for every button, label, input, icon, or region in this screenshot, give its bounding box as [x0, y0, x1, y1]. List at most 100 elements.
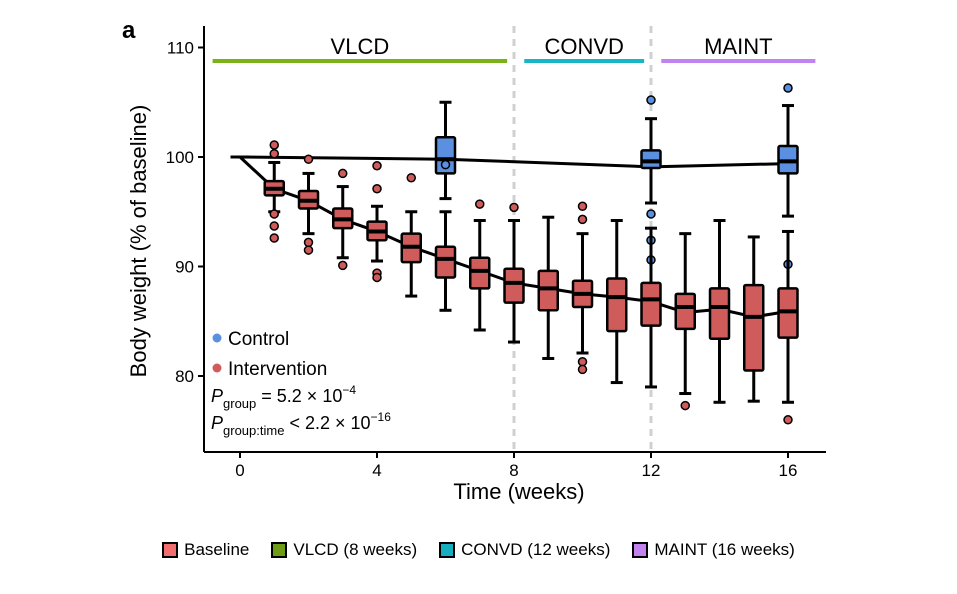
bottom-legend-item-vlcd: VLCD (8 weeks)	[271, 540, 417, 560]
box-outlier	[269, 209, 279, 219]
box-outlier	[303, 245, 314, 255]
y-tick-label: 90	[175, 258, 194, 277]
box-iqr	[708, 287, 731, 341]
axes: 80 90 100 110 0 4 8 12 16	[166, 26, 826, 480]
legend-label-intervention: Intervention	[228, 359, 327, 380]
box-outlier	[440, 159, 451, 170]
legend-dot-control	[212, 333, 222, 343]
box-outlier	[372, 161, 382, 171]
box-control-week-16	[777, 83, 799, 270]
box-intervention-week-8	[503, 202, 525, 344]
stats-annotation: Pgroup = 5.2 × 10−4 Pgroup:time < 2.2 × …	[211, 383, 391, 438]
y-tick-label: 100	[166, 148, 194, 167]
box-outlier	[783, 83, 793, 93]
x-tick-label: 16	[779, 461, 798, 480]
bottom-legend-label: MAINT (16 weeks)	[654, 540, 795, 559]
box-outlier	[303, 237, 314, 248]
box-intervention-week-3	[332, 168, 354, 271]
box-intervention-week-4	[366, 161, 388, 283]
box-outlier	[475, 199, 485, 209]
phase-label-maint: MAINT	[704, 34, 772, 59]
box-control-week-6	[434, 100, 457, 201]
p-time-sym: P	[211, 413, 223, 433]
p-group-val: = 5.2 × 10	[256, 386, 342, 406]
box-outlier	[338, 168, 348, 179]
box-iqr	[434, 245, 457, 279]
box-outlier	[269, 221, 279, 231]
panel-label: a	[122, 17, 136, 44]
box-intervention-week-16	[777, 229, 799, 425]
vlcd-swatch	[271, 542, 288, 558]
y-tick-label: 110	[167, 39, 194, 58]
box-intervention-week-1	[263, 140, 285, 243]
box-outlier	[646, 209, 656, 219]
box-intervention-week-7	[469, 199, 491, 332]
box-outlier	[269, 140, 279, 150]
maint-swatch	[632, 542, 649, 558]
phase-bars: VLCD CONVD MAINT	[212, 34, 816, 63]
box-outlier	[646, 95, 656, 105]
p-time-sub: group:time	[223, 423, 284, 438]
box-outlier	[303, 154, 314, 164]
boxplots	[230, 83, 799, 425]
mean-line-control	[239, 155, 789, 169]
box-intervention-week-14	[708, 219, 731, 404]
p-time-exp: −16	[371, 410, 392, 424]
bottom-legend-label: Baseline	[184, 540, 250, 559]
legend-dot-intervention	[212, 363, 222, 373]
box-control-week-12	[640, 95, 662, 265]
box-intervention-week-15	[743, 235, 765, 403]
box-outlier	[509, 202, 519, 213]
box-intervention-week-9	[537, 215, 559, 360]
box-iqr	[537, 269, 559, 312]
phase-label-convd: CONVD	[544, 34, 623, 59]
box-iqr	[674, 292, 696, 331]
bottom-legend: Baseline VLCD (8 weeks) CONVD (12 weeks)…	[0, 536, 957, 564]
p-group-sub: group	[223, 396, 256, 411]
box-outlier	[338, 260, 348, 271]
box-intervention-week-12	[640, 226, 662, 389]
box-iqr	[434, 136, 457, 175]
box-intervention-week-5	[400, 173, 422, 298]
box-intervention-week-13	[674, 232, 696, 411]
box-iqr	[469, 256, 491, 290]
box-outlier	[406, 173, 416, 183]
bottom-legend-item-convd: CONVD (12 weeks)	[439, 540, 610, 560]
p-group-text: Pgroup = 5.2 × 10−4	[211, 383, 356, 411]
x-tick-label: 0	[235, 461, 244, 480]
box-outlier	[577, 364, 588, 375]
x-axis-title: Time (weeks)	[453, 479, 584, 504]
p-time-text: Pgroup:time < 2.2 × 10−16	[211, 410, 391, 438]
x-tick-label: 4	[372, 461, 381, 480]
box-iqr	[743, 283, 765, 372]
phase-label-vlcd: VLCD	[331, 34, 390, 59]
x-tick-label: 12	[642, 461, 661, 480]
group-legend: Control Intervention	[212, 329, 327, 380]
x-tick-label: 8	[509, 461, 518, 480]
legend-label-control: Control	[228, 329, 289, 350]
box-outlier	[577, 214, 588, 225]
y-tick-label: 80	[175, 367, 194, 386]
box-outlier	[577, 357, 588, 367]
bottom-legend-label: VLCD (8 weeks)	[293, 540, 418, 559]
box-intervention-week-2	[297, 154, 320, 255]
box-iqr	[606, 277, 628, 333]
box-iqr	[640, 281, 662, 327]
y-axis-title: Body weight (% of baseline)	[126, 105, 151, 378]
box-outlier	[372, 272, 382, 283]
box-iqr	[503, 267, 525, 304]
p-group-sym: P	[211, 386, 223, 406]
box-iqr	[640, 149, 662, 170]
box-intervention-week-6	[434, 210, 457, 312]
box-outlier	[783, 415, 793, 425]
bottom-legend-item-baseline: Baseline	[162, 540, 249, 560]
convd-swatch	[439, 542, 456, 558]
box-intervention-week-10	[571, 201, 594, 375]
box-outlier	[269, 148, 279, 159]
body-weight-chart: a VLCD CONVD MAINT 80 90 100 110 0 4 8 12 16 Contr…	[122, 17, 826, 504]
p-time-val: < 2.2 × 10	[284, 413, 370, 433]
box-outlier	[269, 233, 279, 243]
box-outlier	[577, 201, 588, 212]
bottom-legend-item-maint: MAINT (16 weeks)	[632, 540, 795, 560]
bottom-legend-label: CONVD (12 weeks)	[461, 540, 611, 559]
